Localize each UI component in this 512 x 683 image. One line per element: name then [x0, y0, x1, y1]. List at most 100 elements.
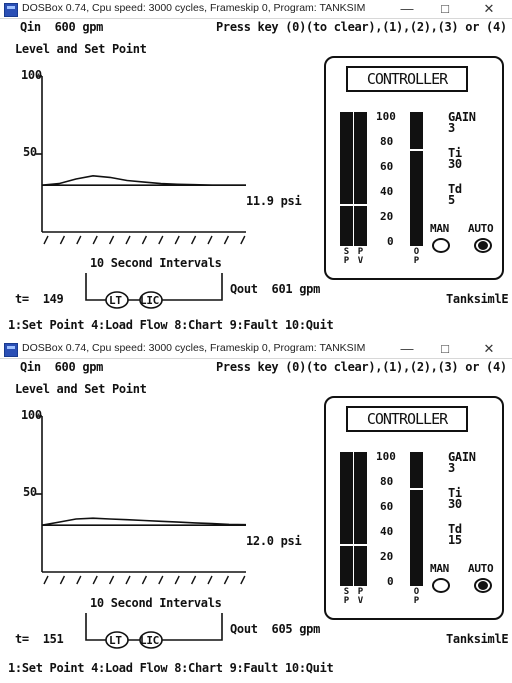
auto-label: AUTO — [468, 222, 494, 235]
scale-0: 0 — [387, 575, 394, 588]
td-label: Td — [448, 522, 462, 536]
level-chart — [36, 415, 247, 585]
x-axis-label: 10 Second Intervals — [90, 596, 222, 610]
x-tick-mark — [174, 235, 180, 245]
function-key-menu: 1:Set Point 4:Load Flow 8:Chart 9:Fault … — [8, 661, 334, 675]
lic-instrument: LIC — [140, 634, 159, 647]
brand-label: TanksimlE — [446, 632, 509, 646]
close-button[interactable]: ✕ — [483, 341, 495, 356]
time-readout: t= 149 — [15, 292, 64, 306]
maximize-button[interactable]: □ — [441, 1, 449, 16]
key-prompt: Press key (0)(to clear),(1),(2),(3) or (… — [216, 360, 507, 374]
ti-value: 30 — [448, 497, 462, 511]
x-tick-mark — [207, 575, 213, 585]
scale-60: 60 — [380, 500, 394, 513]
auto-mode-radio[interactable] — [474, 578, 492, 593]
dosbox-window: DOSBox 0.74, Cpu speed: 3000 cycles, Fra… — [0, 340, 512, 683]
x-tick-mark — [92, 235, 98, 245]
pv-marker — [354, 204, 367, 206]
level-line — [41, 174, 246, 186]
manual-mode-radio[interactable] — [432, 238, 450, 253]
setpoint-marker — [340, 544, 353, 546]
scale-80: 80 — [380, 135, 394, 148]
time-readout: t= 151 — [15, 632, 64, 646]
scale-100: 100 — [376, 110, 396, 123]
x-tick-mark — [223, 235, 230, 245]
td-label: Td — [448, 182, 462, 196]
x-tick-mark — [125, 575, 131, 585]
x-tick-mark — [43, 575, 49, 585]
title-bar: DOSBox 0.74, Cpu speed: 3000 cycles, Fra… — [0, 340, 512, 359]
x-tick-mark — [125, 235, 131, 245]
scale-40: 40 — [380, 525, 394, 538]
man-label: MAN — [430, 562, 449, 575]
controller-title: CONTROLLER — [346, 406, 468, 432]
output-bar — [410, 452, 423, 586]
auto-mode-radio[interactable] — [474, 238, 492, 253]
qin-readout: Qin 600 gpm — [20, 20, 104, 34]
qout-readout: Qout 601 gpm — [230, 282, 321, 296]
level-chart — [36, 75, 246, 245]
window-title: DOSBox 0.74, Cpu speed: 3000 cycles, Fra… — [22, 2, 366, 14]
x-tick-mark — [108, 235, 115, 245]
x-tick-mark — [59, 235, 66, 245]
man-label: MAN — [430, 222, 449, 235]
x-tick-mark — [76, 235, 82, 245]
dos-screen: Qin 600 gpm Press key (0)(to clear),(1),… — [0, 18, 512, 340]
x-tick-mark — [141, 575, 148, 585]
title-bar: DOSBox 0.74, Cpu speed: 3000 cycles, Fra… — [0, 0, 512, 19]
controller-title: CONTROLLER — [346, 66, 468, 92]
scale-60: 60 — [380, 160, 394, 173]
x-axis-label: 10 Second Intervals — [90, 256, 222, 270]
pv-marker — [354, 544, 367, 546]
dos-screen: Qin 600 gpm Press key (0)(to clear),(1),… — [0, 358, 512, 683]
gain-label: GAIN — [448, 110, 476, 124]
output-marker — [410, 488, 423, 490]
scale-100: 100 — [376, 450, 396, 463]
window-title: DOSBox 0.74, Cpu speed: 3000 cycles, Fra… — [22, 342, 366, 354]
x-tick-mark — [158, 575, 164, 585]
chart-title: Level and Set Point — [15, 42, 147, 56]
minimize-button[interactable]: — — [400, 1, 414, 16]
x-tick-mark — [59, 575, 66, 585]
pressure-readout: 12.0 psi — [246, 534, 302, 548]
chart-title: Level and Set Point — [15, 382, 147, 396]
minimize-button[interactable]: — — [400, 341, 414, 356]
auto-label: AUTO — [468, 562, 494, 575]
key-prompt: Press key (0)(to clear),(1),(2),(3) or (… — [216, 20, 507, 34]
maximize-button[interactable]: □ — [441, 341, 449, 356]
ti-label: Ti — [448, 486, 462, 500]
y-tick-100: 100 — [21, 408, 42, 422]
x-tick-mark — [92, 575, 98, 585]
scale-40: 40 — [380, 185, 394, 198]
brand-label: TanksimlE — [446, 292, 509, 306]
process-value-bar — [354, 112, 367, 246]
loop-diagram — [85, 273, 223, 309]
gain-label: GAIN — [448, 450, 476, 464]
loop-diagram — [85, 613, 223, 649]
gain-value: 3 — [448, 121, 455, 135]
x-tick-mark — [108, 575, 115, 585]
close-button[interactable]: ✕ — [483, 1, 495, 16]
x-tick-mark — [240, 575, 246, 585]
lt-instrument: LT — [109, 294, 122, 307]
manual-mode-radio[interactable] — [432, 578, 450, 593]
x-tick-mark — [223, 575, 230, 585]
qin-readout: Qin 600 gpm — [20, 360, 104, 374]
ti-label: Ti — [448, 146, 462, 160]
y-tick-50: 50 — [23, 145, 37, 159]
x-tick-mark — [190, 235, 197, 245]
function-key-menu: 1:Set Point 4:Load Flow 8:Chart 9:Fault … — [8, 318, 334, 332]
x-tick-mark — [141, 235, 148, 245]
scale-20: 20 — [380, 210, 394, 223]
scale-0: 0 — [387, 235, 394, 248]
x-tick-mark — [240, 235, 246, 245]
setpoint-marker — [340, 204, 353, 206]
